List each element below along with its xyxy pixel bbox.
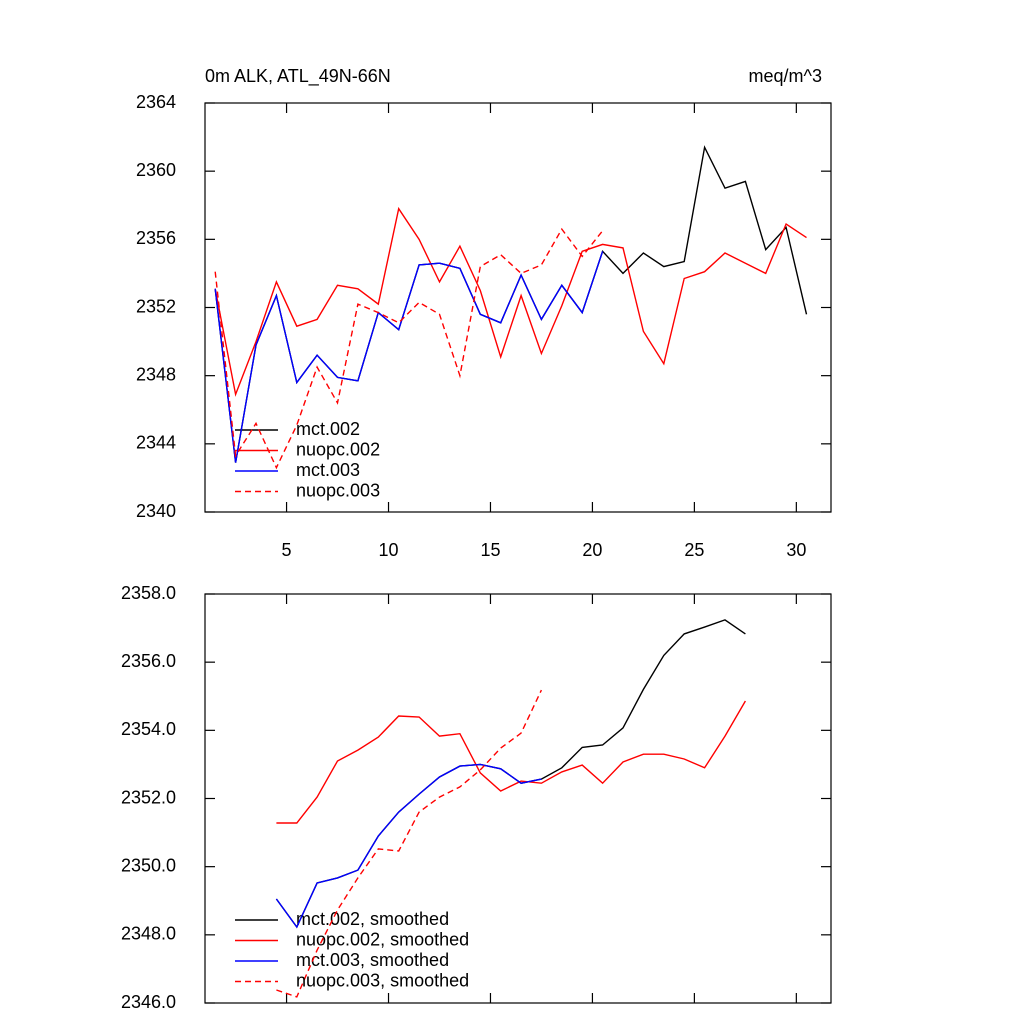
y-tick-label: 2344 bbox=[136, 433, 176, 453]
x-tick-label: 20 bbox=[582, 540, 602, 560]
series-line bbox=[214, 145, 808, 463]
y-tick-label: 2350.0 bbox=[121, 855, 176, 875]
x-tick-label: 25 bbox=[684, 540, 704, 560]
legend-label: nuopc.003 bbox=[296, 480, 380, 500]
legend-label: nuopc.002, smoothed bbox=[296, 929, 469, 949]
y-tick-label: 2364 bbox=[136, 92, 176, 112]
legend-label: mct.002 bbox=[296, 419, 360, 439]
x-tick-label: 10 bbox=[379, 540, 399, 560]
series-line bbox=[276, 700, 747, 824]
x-tick-label: 30 bbox=[786, 540, 806, 560]
y-tick-label: 2348 bbox=[136, 364, 176, 384]
series-line bbox=[276, 689, 543, 998]
y-tick-label: 2348.0 bbox=[121, 924, 176, 944]
units-label: meq/m^3 bbox=[749, 66, 822, 86]
y-tick-label: 2346.0 bbox=[121, 992, 176, 1012]
series-line bbox=[214, 206, 807, 397]
y-tick-label: 2356 bbox=[136, 228, 176, 248]
y-tick-label: 2358.0 bbox=[121, 583, 176, 603]
x-tick-label: 15 bbox=[480, 540, 500, 560]
y-tick-label: 2352.0 bbox=[121, 787, 176, 807]
legend-label: nuopc.003, smoothed bbox=[296, 970, 469, 990]
legend-label: nuopc.002 bbox=[296, 439, 380, 459]
series-line bbox=[214, 251, 604, 463]
legend-label: mct.003 bbox=[296, 460, 360, 480]
legend-label: mct.003, smoothed bbox=[296, 950, 449, 970]
series-line bbox=[275, 619, 746, 929]
panel-title: 0m ALK, ATL_49N-66N bbox=[205, 66, 391, 87]
series-line bbox=[275, 763, 542, 929]
y-tick-label: 2360 bbox=[136, 160, 176, 180]
x-tick-label: 5 bbox=[282, 540, 292, 560]
legend-label: mct.002, smoothed bbox=[296, 909, 449, 929]
y-tick-label: 2354.0 bbox=[121, 719, 176, 739]
series-line bbox=[214, 227, 604, 470]
y-tick-label: 2356.0 bbox=[121, 651, 176, 671]
y-tick-label: 2340 bbox=[136, 501, 176, 521]
y-tick-label: 2352 bbox=[136, 296, 176, 316]
